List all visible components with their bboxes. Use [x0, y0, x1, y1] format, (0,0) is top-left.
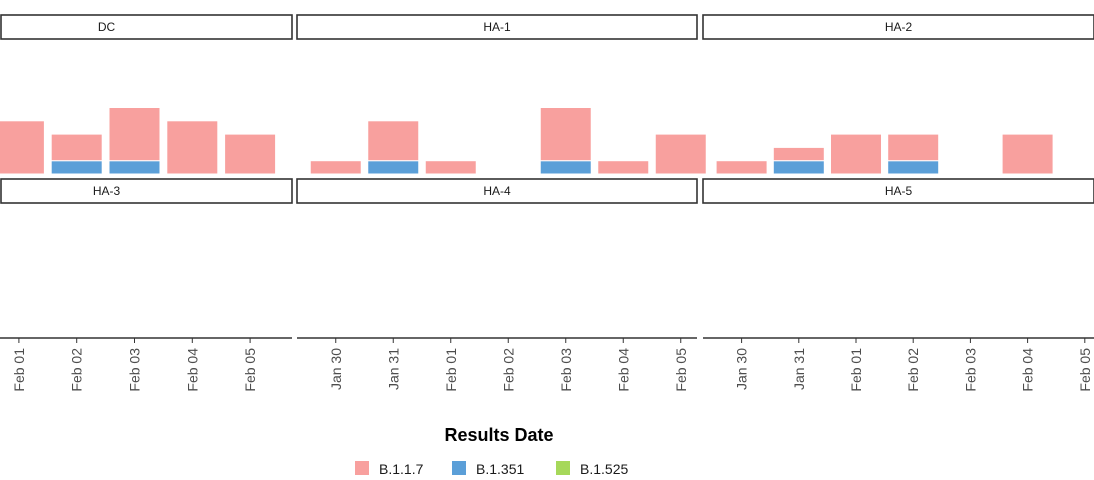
bar-ha-2-feb-02-b-1-1-7	[887, 133, 940, 162]
strip-label-ha-1: HA-1	[483, 20, 511, 34]
legend-item-b-1-525: B.1.525	[556, 461, 628, 477]
x-tick-label-ha-3-feb-02: Feb 02	[69, 348, 85, 392]
bar-dc-feb-02-b-1-1-7	[50, 133, 103, 162]
panel-ha-1: HA-1	[296, 14, 707, 175]
bar-ha-2-feb-01-b-1-1-7	[830, 133, 882, 175]
x-tick-label-ha-4-feb-01: Feb 01	[443, 348, 459, 392]
legend-swatch-b-1-1-7	[355, 461, 369, 475]
panel-ha-4: HA-4	[296, 178, 698, 204]
x-tick-label-ha-5-feb-03: Feb 03	[962, 348, 978, 392]
strip-label-ha-2: HA-2	[885, 20, 913, 34]
legend-item-b-1-351: B.1.351	[452, 461, 524, 477]
x-axis-title: Results Date	[444, 425, 553, 445]
panel-ha-5: HA-5	[702, 178, 1094, 204]
x-axis-layer: Feb 01 Feb 02 Feb 03 Feb 04 Feb 05 Jan 30 Jan …	[0, 337, 1094, 392]
legend: B.1.1.7 B.1.351 B.1.525	[355, 461, 628, 477]
bar-dc-feb-02-b-1-351	[50, 160, 103, 175]
legend-label-b-1-525: B.1.525	[580, 461, 628, 477]
strip-label-ha-3: HA-3	[93, 184, 121, 198]
bar-ha-1-jan-31-b-1-351	[367, 160, 420, 175]
strip-dc	[0, 14, 293, 40]
bar-dc-feb-03-b-1-1-7	[108, 107, 161, 162]
x-tick-label-ha-4-jan-30: Jan 30	[328, 348, 344, 390]
bar-ha-2-jan-30-b-1-1-7	[715, 160, 768, 175]
legend-label-b-1-1-7: B.1.1.7	[379, 461, 424, 477]
panel-ha-3: HA-3	[0, 178, 293, 204]
x-tick-label-ha-3-feb-04: Feb 04	[184, 348, 200, 392]
legend-swatch-b-1-525	[556, 461, 570, 475]
x-tick-label-ha-4-feb-05: Feb 05	[673, 348, 689, 392]
x-tick-label-ha-4-feb-02: Feb 02	[500, 348, 516, 392]
strip-label-dc: DC	[98, 20, 116, 34]
x-tick-label-ha-5-feb-05: Feb 05	[1077, 348, 1093, 392]
strip-ha-2	[702, 14, 1094, 40]
strip-ha-5	[702, 178, 1094, 204]
x-tick-label-ha-3-feb-03: Feb 03	[127, 348, 143, 392]
x-tick-label-ha-3-feb-01: Feb 01	[11, 348, 27, 392]
panel-dc: DC	[0, 14, 293, 175]
bar-dc-feb-03-b-1-351	[108, 160, 161, 175]
bar-ha-1-jan-30-b-1-1-7	[309, 160, 362, 175]
bar-ha-2-jan-31-b-1-351	[772, 160, 825, 175]
x-tick-label-ha-5-feb-04: Feb 04	[1020, 348, 1036, 392]
bar-ha-1-feb-03-b-1-1-7	[539, 107, 592, 162]
x-tick-label-ha-5-feb-02: Feb 02	[905, 348, 921, 392]
bar-ha-1-feb-05-b-1-1-7	[654, 133, 707, 175]
strip-label-ha-4: HA-4	[483, 184, 511, 198]
x-tick-label-ha-3-feb-05: Feb 05	[242, 348, 258, 392]
strip-label-ha-5: HA-5	[885, 184, 913, 198]
bar-ha-2-feb-04-b-1-1-7	[1001, 133, 1054, 175]
legend-item-b-1-1-7: B.1.1.7	[355, 461, 424, 477]
strip-ha-1	[296, 14, 698, 40]
legend-label-b-1-351: B.1.351	[476, 461, 524, 477]
strip-ha-3	[0, 178, 293, 204]
strip-ha-4	[296, 178, 698, 204]
panel-ha-2: HA-2	[702, 14, 1094, 175]
x-tick-label-ha-4-feb-03: Feb 03	[558, 348, 574, 392]
bar-dc-feb-05-b-1-1-7	[224, 133, 277, 175]
x-tick-label-ha-5-jan-31: Jan 31	[791, 348, 807, 390]
x-tick-label-ha-5-jan-30: Jan 30	[734, 348, 750, 390]
bar-dc-feb-01-b-1-1-7	[0, 120, 45, 175]
panels-layer: DC HA-1 HA-2 HA-3 HA-4 HA-5	[0, 14, 1094, 204]
x-tick-label-ha-4-jan-31: Jan 31	[385, 348, 401, 390]
x-tick-label-ha-4-feb-04: Feb 04	[615, 348, 631, 392]
bar-dc-feb-04-b-1-1-7	[166, 120, 219, 175]
bar-ha-2-feb-02-b-1-351	[887, 160, 940, 175]
bar-ha-1-feb-03-b-1-351	[539, 160, 592, 175]
bar-ha-1-jan-31-b-1-1-7	[367, 120, 420, 162]
legend-swatch-b-1-351	[452, 461, 466, 475]
bar-ha-2-jan-31-b-1-1-7	[772, 146, 825, 162]
bar-ha-1-feb-04-b-1-1-7	[597, 160, 650, 175]
bar-ha-1-feb-01-b-1-1-7	[424, 160, 477, 175]
x-tick-label-ha-5-feb-01: Feb 01	[848, 348, 864, 392]
